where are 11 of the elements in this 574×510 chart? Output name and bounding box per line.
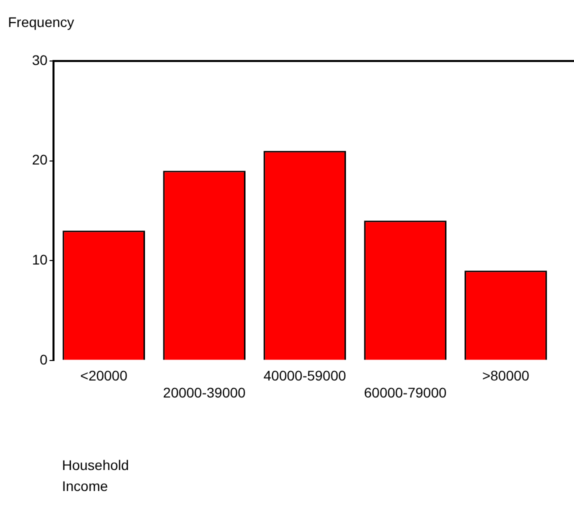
y-tick-label: 0 bbox=[40, 351, 48, 368]
y-tick-label: 10 bbox=[32, 251, 48, 268]
x-tick-label: 20000-39000 bbox=[163, 384, 246, 400]
x-tick-label: >80000 bbox=[482, 368, 530, 384]
text: Household Income bbox=[62, 456, 129, 496]
x-tick-label: <20000 bbox=[80, 368, 128, 384]
x-tick-label: 40000-59000 bbox=[264, 368, 346, 384]
y-tick-label: 20 bbox=[32, 152, 48, 168]
x-tick-label: 60000-79000 bbox=[364, 384, 447, 400]
y-axis-title: Frequency bbox=[8, 14, 74, 30]
y-tick-label: 30 bbox=[32, 52, 48, 68]
